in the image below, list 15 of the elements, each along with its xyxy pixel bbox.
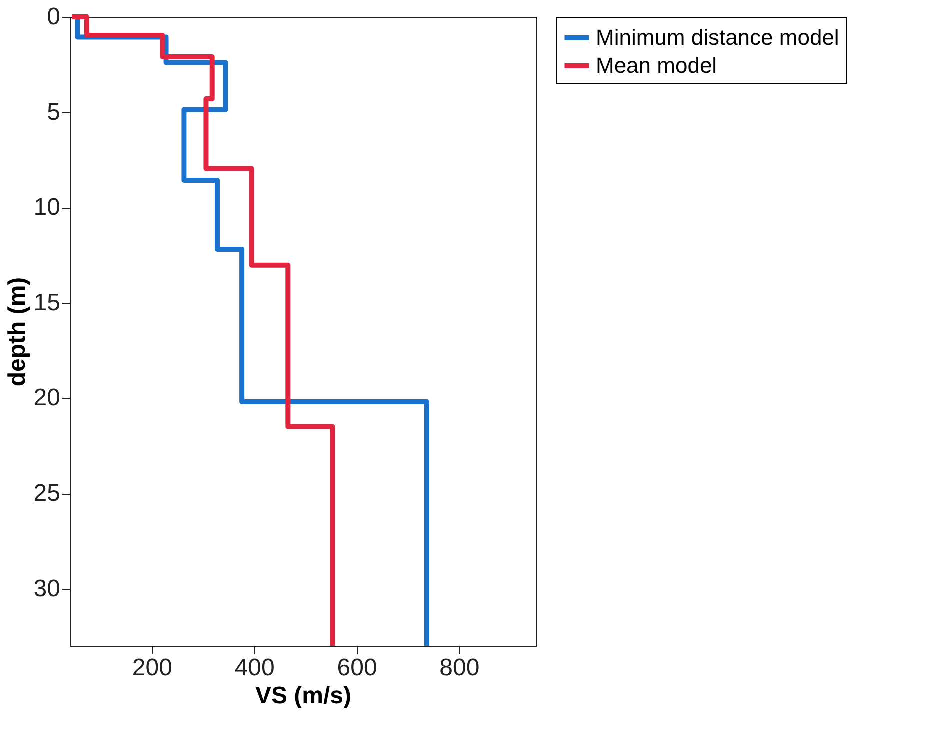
x-tick-label: 600 — [337, 654, 378, 682]
y-tick-label: 25 — [34, 480, 60, 508]
y-tick-label: 5 — [47, 98, 60, 126]
y-tick-label: 20 — [34, 384, 60, 412]
y-tick-label: 10 — [34, 194, 60, 222]
y-axis-title: depth (m) — [4, 277, 31, 387]
y-tick-label: 0 — [47, 4, 60, 30]
legend-label: Minimum distance model — [596, 25, 840, 50]
legend-label: Mean model — [596, 53, 718, 78]
x-tick-label: 400 — [234, 654, 275, 682]
y-tick-label: 30 — [34, 575, 60, 602]
x-axis-title: VS (m/s) — [255, 682, 352, 710]
y-tick-label: 15 — [34, 289, 60, 316]
x-tick-label: 200 — [132, 654, 172, 682]
x-tick-label: 800 — [440, 654, 480, 682]
